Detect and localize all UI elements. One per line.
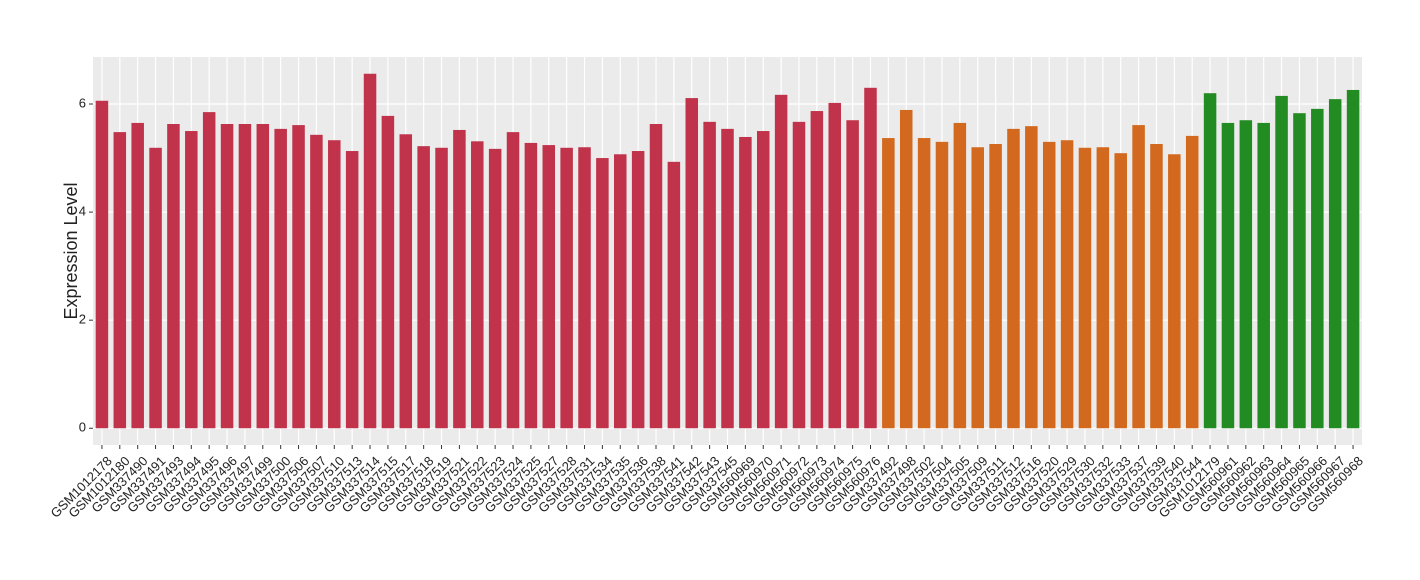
bar: [703, 121, 716, 429]
bar: [899, 109, 913, 429]
bar: [685, 98, 699, 429]
bar: [131, 122, 144, 429]
bar: [471, 141, 484, 429]
bar: [971, 147, 984, 429]
bar: [381, 115, 395, 429]
bar: [1346, 89, 1360, 429]
bar: [1328, 99, 1342, 429]
bar: [202, 112, 216, 429]
y-axis-title: Expression Level: [61, 182, 81, 319]
bar: [310, 134, 323, 429]
bar: [113, 132, 127, 429]
bar: [1007, 128, 1020, 429]
bar: [935, 141, 949, 429]
bar: [1060, 140, 1074, 429]
bar: [1293, 113, 1306, 429]
bar: [1150, 144, 1163, 429]
bar: [739, 136, 752, 429]
bar: [542, 145, 556, 429]
bar: [524, 142, 538, 429]
bar: [417, 146, 430, 429]
bar: [917, 138, 931, 429]
bar: [1311, 108, 1324, 429]
bar: [399, 134, 413, 429]
y-tick-label: 2: [79, 312, 86, 327]
bar: [1275, 95, 1288, 429]
bar: [488, 148, 502, 429]
bar: [363, 73, 377, 429]
bar: [578, 147, 591, 429]
bar: [453, 129, 466, 429]
bar: [756, 131, 770, 429]
bar: [989, 144, 1002, 429]
bar: [149, 147, 162, 429]
bar: [864, 87, 877, 429]
bar: [1078, 147, 1092, 429]
bar: [506, 132, 520, 429]
bar: [256, 124, 270, 429]
bar: [220, 124, 234, 429]
bar: [167, 124, 180, 429]
bar: [185, 131, 198, 429]
bar: [238, 124, 252, 429]
bar: [953, 122, 967, 429]
bar: [1042, 141, 1056, 429]
bar: [1132, 125, 1145, 429]
bar: [1025, 126, 1038, 429]
bar: [1257, 122, 1270, 429]
bar: [1185, 135, 1199, 429]
bar: [1221, 122, 1235, 429]
y-tick-label: 0: [79, 420, 86, 435]
bar: [292, 125, 305, 429]
bar: [274, 128, 287, 429]
bar: [792, 121, 806, 429]
bar: [882, 138, 895, 429]
y-tick-label: 4: [79, 204, 86, 219]
bar: [631, 151, 645, 429]
bar: [614, 154, 627, 429]
bar: [649, 124, 663, 429]
bar: [560, 147, 573, 429]
bar: [435, 147, 448, 429]
bar: [596, 158, 609, 429]
bar: [667, 161, 681, 429]
bar: [345, 151, 359, 429]
bar: [328, 140, 341, 429]
bar: [95, 100, 109, 429]
bar: [846, 120, 859, 429]
bar: [828, 102, 841, 429]
bar: [1096, 147, 1110, 429]
bar: [721, 128, 734, 429]
y-tick-label: 6: [79, 95, 86, 110]
bar: [1239, 120, 1253, 429]
bar: [1203, 93, 1217, 429]
bar: [774, 94, 788, 429]
bar: [1168, 154, 1181, 429]
bar: [810, 111, 824, 429]
bar: [1114, 153, 1127, 429]
